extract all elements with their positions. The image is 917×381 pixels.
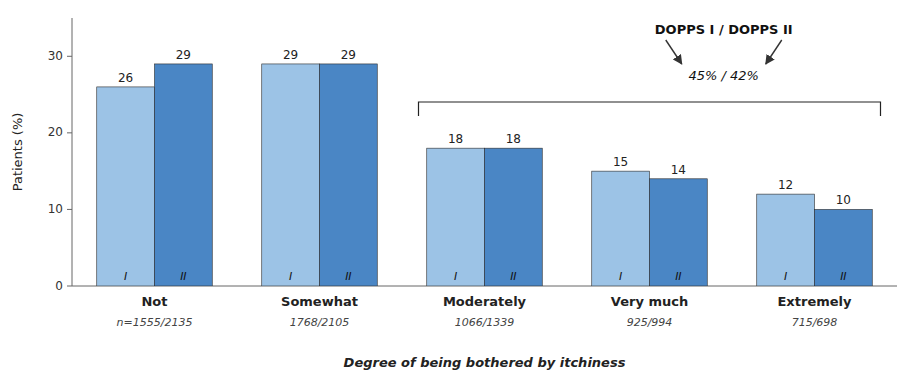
y-tick-label: 10 xyxy=(48,202,63,216)
y-tick-label: 30 xyxy=(48,49,63,63)
data-label: 15 xyxy=(613,155,628,169)
n-label: n=1555/2135 xyxy=(117,316,193,329)
data-label: 29 xyxy=(283,48,298,62)
x-tick-label: Extremely xyxy=(777,294,852,309)
series-name-label: I xyxy=(454,270,457,283)
data-label: 29 xyxy=(341,48,356,62)
n-label: 925/994 xyxy=(627,316,673,329)
series-name-label: II xyxy=(510,270,517,283)
bar xyxy=(155,64,213,286)
annotation-arrow xyxy=(766,40,782,64)
bar xyxy=(97,87,155,286)
x-tick-label: Not xyxy=(141,294,167,309)
y-axis-label: Patients (%) xyxy=(10,113,25,192)
y-axis-line xyxy=(72,18,73,286)
x-axis-label: Degree of being bothered by itchiness xyxy=(344,355,626,370)
bars xyxy=(97,64,873,286)
annotation: DOPPS I / DOPPS II xyxy=(655,22,793,37)
y-tick xyxy=(67,56,72,57)
bracket xyxy=(419,102,881,116)
bar xyxy=(427,148,485,286)
data-label: 10 xyxy=(836,193,851,207)
data-label: 14 xyxy=(671,163,686,177)
series-name-label: II xyxy=(345,270,352,283)
x-tick-label: Very much xyxy=(611,294,688,309)
n-label: 715/698 xyxy=(792,316,838,329)
y-tick xyxy=(67,286,72,287)
series-name-label: II xyxy=(840,270,847,283)
series-name-label: I xyxy=(124,270,127,283)
y-tick xyxy=(67,209,72,210)
chart: 0 10 20 30 Patients (%) 26 I 29 I 18 I 15 I 12 I 29 II 29… xyxy=(0,0,917,381)
y-tick xyxy=(67,132,72,133)
annotation: 45% / 42% xyxy=(689,68,759,83)
series-name-label: II xyxy=(675,270,682,283)
n-label: 1768/2105 xyxy=(290,316,350,329)
bar-labels: 26 I 29 I 18 I 15 I 12 I 29 II 29 II 18 II 14 II 10 II xyxy=(118,48,851,283)
data-label: 18 xyxy=(506,132,521,146)
bar xyxy=(650,179,708,286)
data-label: 18 xyxy=(448,132,463,146)
series-name-label: I xyxy=(784,270,787,283)
series-name-label: II xyxy=(180,270,187,283)
bar xyxy=(592,171,650,286)
annotation-arrow xyxy=(666,40,682,64)
bar xyxy=(757,194,815,286)
bar xyxy=(262,64,320,286)
series-name-label: I xyxy=(619,270,622,283)
y-tick-label: 0 xyxy=(55,279,63,293)
n-label: 1066/1339 xyxy=(455,316,515,329)
bar xyxy=(320,64,378,286)
data-label: 29 xyxy=(176,48,191,62)
bar xyxy=(815,209,873,286)
bar xyxy=(485,148,543,286)
data-label: 12 xyxy=(778,178,793,192)
y-tick-label: 20 xyxy=(48,125,63,139)
series-name-label: I xyxy=(289,270,292,283)
x-tick-label: Somewhat xyxy=(281,294,358,309)
data-label: 26 xyxy=(118,71,133,85)
x-tick-label: Moderately xyxy=(443,294,527,309)
